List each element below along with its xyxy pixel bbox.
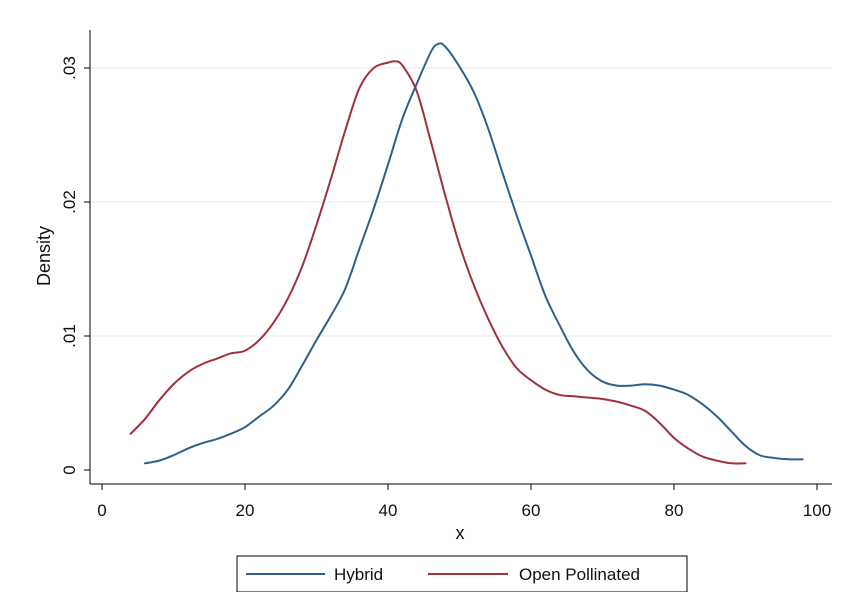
legend-label-open-pollinated: Open Pollinated — [519, 565, 640, 584]
y-tick-label: 0 — [60, 465, 79, 474]
x-tick-label: 100 — [803, 501, 831, 520]
legend-label-hybrid: Hybrid — [334, 565, 383, 584]
x-tick-label: 80 — [665, 501, 684, 520]
x-tick-label: 0 — [97, 501, 106, 520]
y-tick-label: .01 — [60, 324, 79, 348]
y-tick-label: .02 — [60, 190, 79, 214]
series-line-hybrid — [143, 42, 804, 465]
series-layer — [129, 42, 804, 465]
x-tick-label: 20 — [236, 501, 255, 520]
y-tick-label: .03 — [60, 56, 79, 80]
series-line-open-pollinated — [129, 60, 747, 465]
x-axis-title: x — [456, 523, 465, 543]
x-tick-label: 60 — [522, 501, 541, 520]
x-tick-label: 40 — [379, 501, 398, 520]
legend: Hybrid Open Pollinated — [236, 555, 688, 592]
y-axis-title: Density — [34, 226, 54, 286]
axes: 0 20 40 60 80 100 0 .01 .02 .03 x Density — [34, 30, 832, 543]
